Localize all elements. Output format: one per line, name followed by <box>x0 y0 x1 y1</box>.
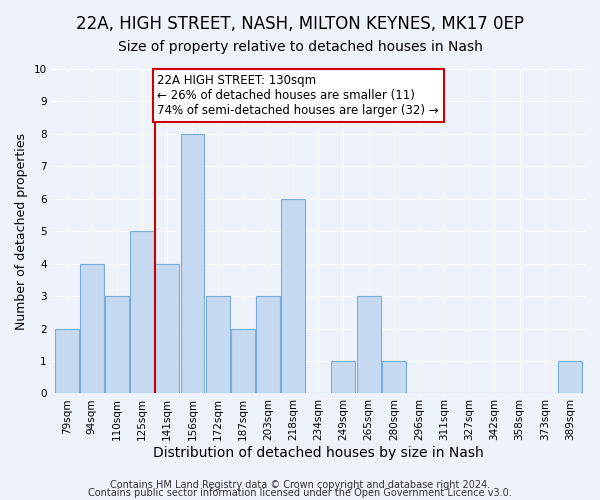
Text: Contains public sector information licensed under the Open Government Licence v3: Contains public sector information licen… <box>88 488 512 498</box>
Bar <box>155 264 179 394</box>
Bar <box>382 361 406 394</box>
Bar <box>206 296 230 394</box>
Bar <box>331 361 355 394</box>
Text: 22A HIGH STREET: 130sqm
← 26% of detached houses are smaller (11)
74% of semi-de: 22A HIGH STREET: 130sqm ← 26% of detache… <box>157 74 439 117</box>
Bar <box>231 328 255 394</box>
Bar <box>80 264 104 394</box>
X-axis label: Distribution of detached houses by size in Nash: Distribution of detached houses by size … <box>153 446 484 460</box>
Bar <box>256 296 280 394</box>
Bar <box>356 296 380 394</box>
Y-axis label: Number of detached properties: Number of detached properties <box>15 132 28 330</box>
Bar <box>558 361 582 394</box>
Text: Size of property relative to detached houses in Nash: Size of property relative to detached ho… <box>118 40 482 54</box>
Bar <box>130 231 154 394</box>
Bar <box>55 328 79 394</box>
Bar <box>181 134 205 394</box>
Bar <box>105 296 129 394</box>
Text: 22A, HIGH STREET, NASH, MILTON KEYNES, MK17 0EP: 22A, HIGH STREET, NASH, MILTON KEYNES, M… <box>76 15 524 33</box>
Text: Contains HM Land Registry data © Crown copyright and database right 2024.: Contains HM Land Registry data © Crown c… <box>110 480 490 490</box>
Bar <box>281 199 305 394</box>
